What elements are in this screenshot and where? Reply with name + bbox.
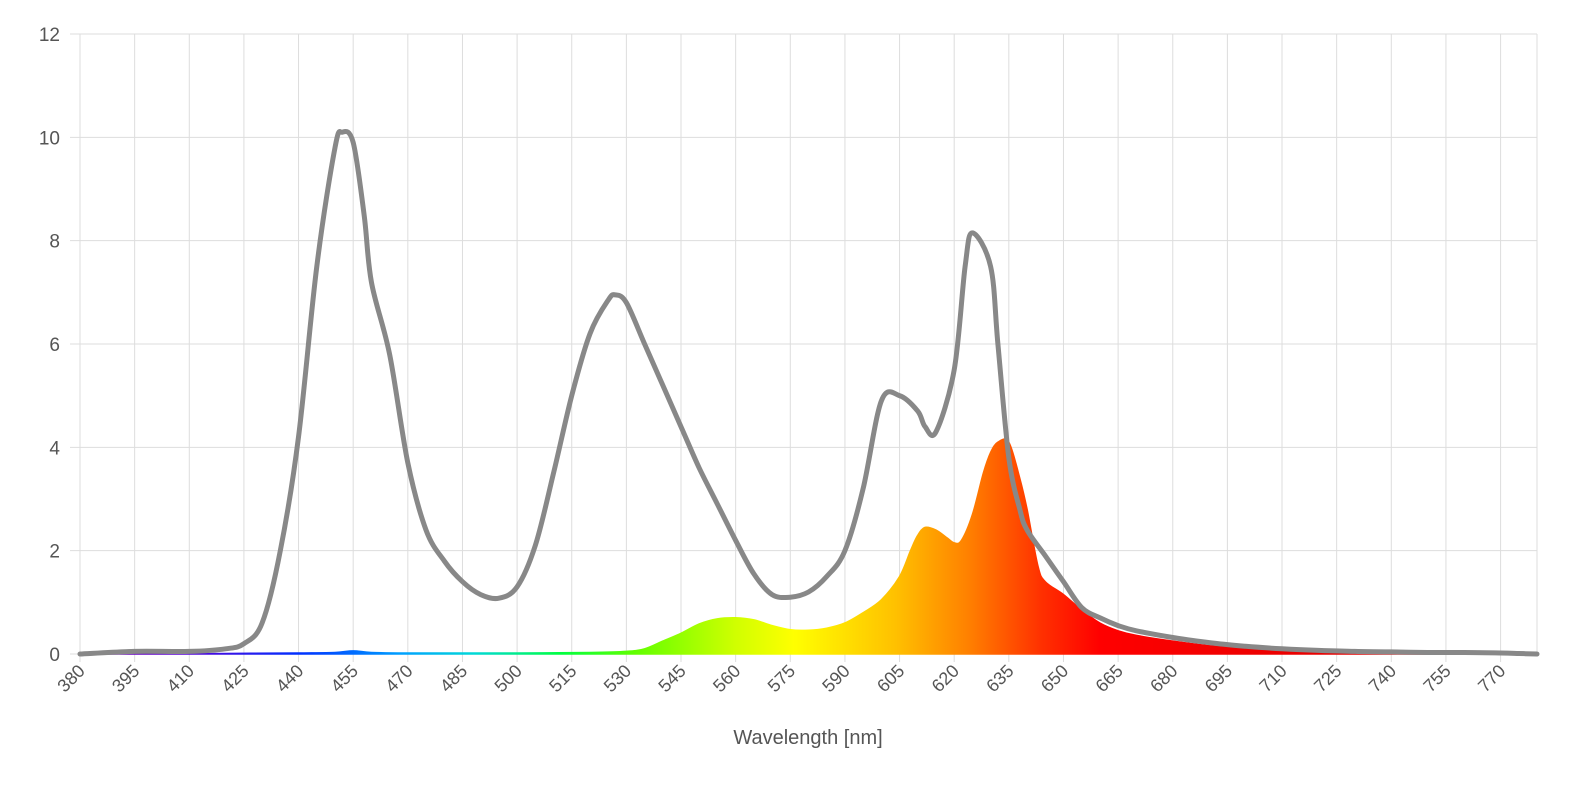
y-tick-label: 6 (49, 335, 60, 356)
y-axis-ticks: 0 2 4 6 8 10 12 (39, 25, 61, 666)
x-tick-label: 455 (327, 661, 362, 696)
x-tick-label: 605 (873, 661, 908, 696)
x-tick-label: 680 (1146, 661, 1181, 696)
y-tick-label: 10 (39, 128, 60, 149)
x-tick-label: 470 (381, 661, 416, 696)
x-tick-label: 425 (217, 661, 252, 696)
y-tick-label: 8 (49, 232, 60, 253)
y-tick-label: 2 (49, 542, 60, 563)
x-tick-label: 410 (163, 661, 198, 696)
x-tick-label: 665 (1092, 661, 1127, 696)
spectrum-area-series (79, 438, 1538, 655)
x-tick-label: 575 (764, 661, 799, 696)
x-tick-label: 725 (1310, 661, 1345, 696)
y-tick-label: 12 (39, 25, 60, 46)
x-tick-label: 545 (654, 661, 689, 696)
grid (70, 33, 1538, 662)
spectrum-area (79, 438, 1538, 655)
x-tick-label: 740 (1365, 661, 1400, 696)
total-line-series (77, 128, 1540, 657)
x-tick-label: 560 (709, 661, 744, 696)
x-tick-label: 500 (491, 661, 526, 696)
total-line (77, 128, 1540, 657)
x-tick-label: 395 (108, 661, 143, 696)
x-tick-label: 650 (1037, 661, 1072, 696)
x-tick-label: 695 (1201, 661, 1236, 696)
x-tick-label: 710 (1255, 661, 1290, 696)
x-tick-label: 635 (982, 661, 1017, 696)
y-tick-label: 4 (49, 438, 60, 459)
x-tick-label: 770 (1474, 661, 1509, 696)
x-tick-label: 485 (436, 661, 471, 696)
x-tick-label: 440 (272, 661, 307, 696)
series-layer (77, 128, 1540, 657)
x-tick-label: 530 (600, 661, 635, 696)
x-tick-label: 620 (928, 661, 963, 696)
x-tick-label: 590 (818, 661, 853, 696)
x-tick-label: 755 (1419, 661, 1454, 696)
x-axis-ticks: 380 395 410 425 440 455 470 485 500 515 530 545 560 5… (53, 661, 1509, 696)
x-axis-label: Wavelength [nm] (733, 727, 882, 749)
x-tick-label: 515 (545, 661, 580, 696)
y-tick-label: 0 (49, 645, 60, 666)
